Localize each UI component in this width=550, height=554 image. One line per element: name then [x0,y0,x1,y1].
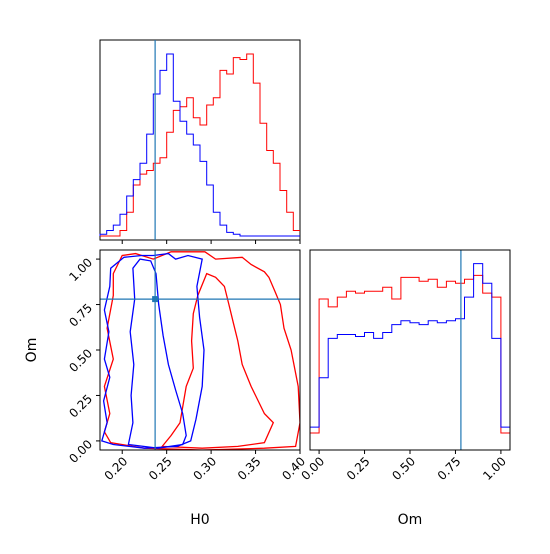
truth-marker [152,296,159,303]
contour-x-tick-label: 0.35 [235,454,264,483]
hist-om-series-group [310,263,510,434]
hist-om-series-a [310,263,510,433]
hist-h0-ticks [121,240,301,244]
contour-y-tick-label: 0.25 [66,392,95,421]
ylabel-om: Om [24,338,40,363]
contour-y-tick-label: 0.50 [66,346,95,375]
panel-h0-frame [99,39,301,241]
contour-y-tick-label: 0.75 [66,301,95,330]
hist-h0-series-group [99,53,300,237]
contour-x-tick-label: 0.20 [102,454,131,483]
hist-om-ticks: 0.00 0.25 0.50 0.75 1.00 [298,450,509,483]
hist-om-tick-label: 0.75 [435,454,464,483]
panel-om-frame [309,249,511,451]
xlabel-om: Om [398,512,423,528]
contour-series-b-level-2 [103,251,300,450]
hist-om-tick-label: 0.00 [298,454,327,483]
hist-om-tick-label: 0.50 [389,454,418,483]
contour-y-ticks: 0.00 0.25 0.50 0.75 1.00 [66,255,100,466]
contour-series-group [100,251,300,450]
hist-om-tick-label: 1.00 [480,454,509,483]
contour-series-a-level-1 [127,258,187,449]
contour-y-tick-label: 1.00 [66,255,95,284]
hist-om-tick-label: 0.25 [344,454,373,483]
hist-om-series-b [310,274,510,434]
panel-h0-om-contour: 0.20 0.25 0.30 0.35 0.40 0.000.250.500.751.0… [24,249,308,528]
panel-h0-histogram [99,39,301,244]
xlabel-h0: H0 [190,512,209,528]
panel-om-histogram: 0.00 0.25 0.50 0.75 1.00 Om [298,249,511,528]
contour-series-a-level-2 [100,252,205,449]
contour-y-tick-label: 0.00 [66,437,95,466]
hist-h0-series-a [99,53,300,237]
contour-series-b-level-1 [160,272,275,449]
contour-x-ticks: 0.20 0.25 0.30 0.35 0.40 [102,450,308,483]
contour-x-tick-label: 0.30 [190,454,219,483]
contour-x-tick-label: 0.25 [146,454,175,483]
